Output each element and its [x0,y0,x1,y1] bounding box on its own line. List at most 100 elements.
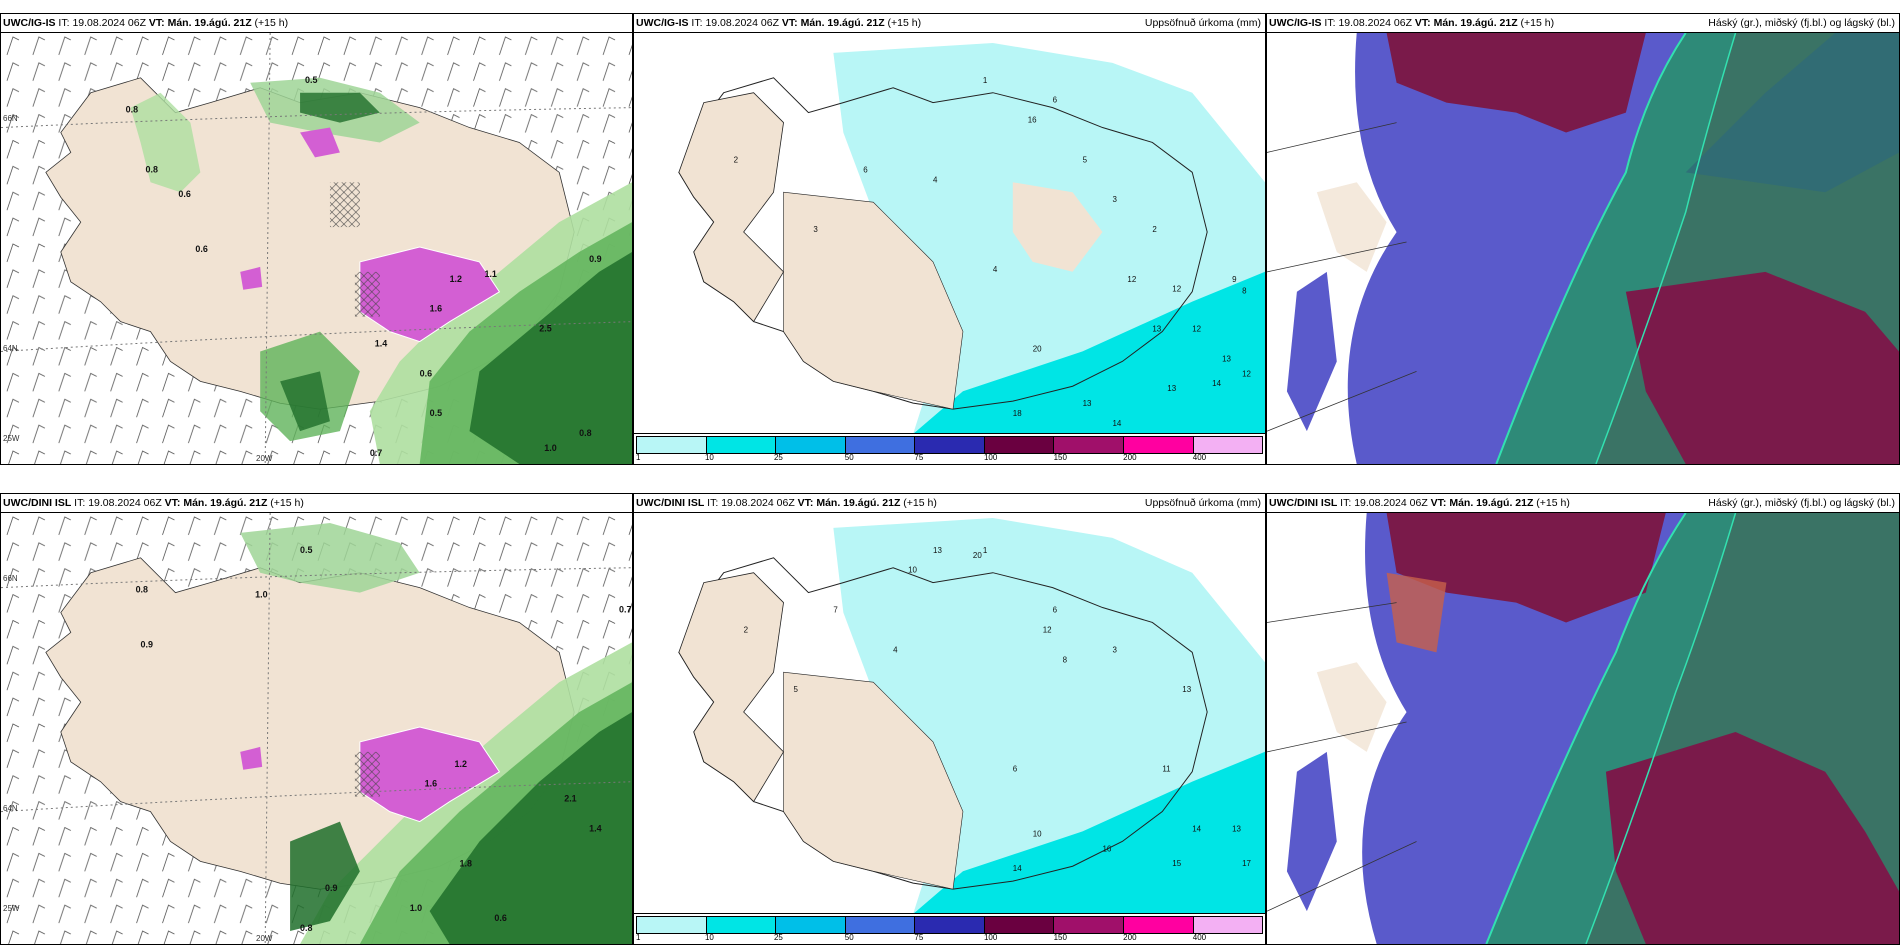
panel-header: UWC/DINI ISL IT: 19.08.2024 06Z VT: Mán.… [1,494,632,513]
panel-accum-precip-top: UWC/IG-IS IT: 19.08.2024 06Z VT: Mán. 19… [633,13,1266,465]
lat-label-64: 64N [3,804,18,813]
rain-value: 0.8 [126,105,138,115]
svg-text:10: 10 [1033,829,1042,838]
rain-value: 0.9 [589,254,601,264]
svg-text:18: 18 [1013,409,1022,418]
rain-value-labels: 0.8 0.5 0.6 0.8 0.6 1.6 1.2 1.1 2.5 0.9 … [126,75,602,458]
rain-value: 0.6 [420,368,432,378]
svg-text:13: 13 [1167,384,1176,393]
legend-swatch [1054,437,1124,453]
svg-text:14: 14 [1013,864,1022,873]
rain-value: 0.8 [146,164,158,174]
svg-text:1: 1 [983,546,988,555]
panel-header: UWC/DINI ISL IT: 19.08.2024 06Z VT: Mán.… [634,494,1265,513]
svg-text:12: 12 [1242,369,1251,378]
rain-value: 1.6 [430,304,442,314]
panel-cloud-top: UWC/IG-IS IT: 19.08.2024 06Z VT: Mán. 19… [1266,13,1900,465]
svg-text:0.6: 0.6 [494,913,506,923]
svg-text:12: 12 [1127,275,1136,284]
svg-text:13: 13 [1232,824,1241,833]
rain-value: 1.4 [375,339,387,349]
lon-label-25: 25W [3,434,20,443]
svg-text:0.9: 0.9 [325,883,337,893]
legend-swatch [1193,437,1263,453]
svg-text:1.0: 1.0 [410,903,422,913]
rain-value: 0.8 [579,428,591,438]
rain-value: 1.0 [544,443,556,453]
legend-swatch [1054,917,1124,933]
legend-swatch [845,917,916,933]
lat-label-66: 66N [3,114,18,123]
legend-swatch [637,917,707,933]
svg-text:12: 12 [1192,325,1201,334]
precip-legend: 1 10 25 50 75 100 150 200 400 [634,913,1265,944]
rain-wind-map: 0.8 0.5 0.6 0.8 0.6 1.6 1.2 1.1 2.5 0.9 … [1,33,632,464]
svg-text:4: 4 [893,645,898,654]
legend-color-bar [636,436,1263,454]
svg-text:3: 3 [1112,195,1117,204]
panel-title: Uppsöfnuð úrkoma (mm) [1144,17,1261,29]
svg-text:12: 12 [1043,625,1052,634]
rain-value: 0.6 [195,244,207,254]
svg-text:2: 2 [1152,225,1157,234]
legend-color-bar [636,916,1263,934]
legend-swatch [1193,917,1263,933]
lat-label-66: 66N [3,574,18,583]
svg-text:2.1: 2.1 [564,794,576,804]
legend-swatch [915,917,985,933]
accum-precip-map: 1 2 6 4 3 16 5 2 3 12 12 13 12 9 8 13 14… [634,33,1265,434]
precip-value-labels: 1 2 5 7 13 10 20 6 8 12 3 13 11 14 16 15… [744,546,1252,873]
rain-value-labels: 0.8 0.5 0.9 1.0 1.6 1.2 2.1 1.4 0.7 1.8 … [136,545,632,933]
panel-cloud-bottom: UWC/DINI ISL IT: 19.08.2024 06Z VT: Mán.… [1266,493,1900,945]
rain-wind-map: 0.8 0.5 0.9 1.0 1.6 1.2 2.1 1.4 0.7 1.8 … [1,513,632,944]
svg-text:8: 8 [1063,655,1068,664]
rain-value: 2.5 [539,324,551,334]
svg-text:13: 13 [1152,325,1161,334]
legend-ticks: 1 10 25 50 75 100 150 200 400 [636,453,1207,462]
panel-header: UWC/IG-IS IT: 19.08.2024 06Z VT: Mán. 19… [1,14,632,33]
panel-precip-rate-bottom: UWC/DINI ISL IT: 19.08.2024 06Z VT: Mán.… [0,493,633,945]
svg-text:0.8: 0.8 [136,585,148,595]
svg-text:0.8: 0.8 [300,923,312,933]
rain-value: 1.2 [450,274,462,284]
svg-text:0.9: 0.9 [141,639,153,649]
svg-text:1.2: 1.2 [455,759,467,769]
svg-text:10: 10 [908,566,917,575]
svg-text:5: 5 [1083,155,1088,164]
svg-text:12: 12 [1172,285,1181,294]
svg-text:8: 8 [1242,287,1247,296]
svg-text:16: 16 [1103,844,1112,853]
lon-label-25: 25W [3,904,20,913]
legend-swatch [706,917,777,933]
panel-title: Uppsöfnuð úrkoma (mm) [1144,497,1261,509]
svg-text:1.6: 1.6 [425,779,437,789]
cloud-map [1267,513,1899,944]
svg-text:14: 14 [1112,419,1121,428]
panel-header: UWC/IG-IS IT: 19.08.2024 06Z VT: Mán. 19… [634,14,1265,33]
rain-value: 0.5 [430,408,442,418]
legend-swatch [776,917,846,933]
svg-text:1.4: 1.4 [589,824,601,834]
legend-swatch [984,437,1055,453]
svg-text:15: 15 [1172,859,1181,868]
rain-value: 0.7 [370,448,382,458]
svg-text:20: 20 [1033,344,1042,353]
panel-title: Háský (gr.), miðský (fj.bl.) og lágský (… [1708,497,1895,509]
svg-text:17: 17 [1242,859,1251,868]
svg-text:6: 6 [1053,606,1058,615]
svg-text:0.7: 0.7 [619,605,631,615]
legend-swatch [1123,917,1194,933]
svg-text:0.5: 0.5 [300,545,312,555]
svg-text:9: 9 [1232,275,1237,284]
panel-title: Háský (gr.), miðský (fj.bl.) og lágský (… [1708,17,1895,29]
svg-text:4: 4 [933,175,938,184]
svg-text:2: 2 [744,625,749,634]
lat-label-64: 64N [3,344,18,353]
svg-text:16: 16 [1028,116,1037,125]
legend-swatch [1123,437,1194,453]
panel-header: UWC/DINI ISL IT: 19.08.2024 06Z VT: Mán.… [1267,494,1899,513]
svg-text:3: 3 [813,225,818,234]
svg-text:1: 1 [983,76,988,85]
accum-precip-map: 1 2 5 7 13 10 20 6 8 12 3 13 11 14 16 15… [634,513,1265,914]
svg-text:6: 6 [1013,765,1018,774]
